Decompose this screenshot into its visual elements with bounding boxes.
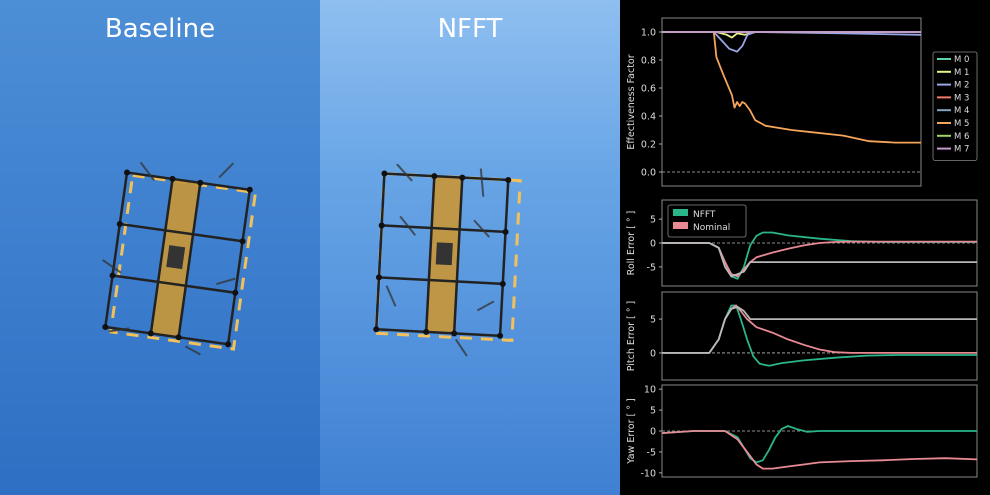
legend-label: M 6 (954, 132, 969, 142)
chart-panel: 1.0 0.8 0.6 0.4 0.2 0.0 Effectiveness Factor M … (620, 0, 990, 495)
axes-frame (661, 17, 922, 187)
y-tick-label: 5 (650, 406, 656, 417)
series-line-unlabeled (662, 242, 977, 278)
y-tick-label: 0.4 (641, 112, 656, 123)
legend-swatch (673, 209, 688, 216)
y-tick-label: 0 (650, 239, 656, 250)
baseline-video-panel: Baseline (0, 0, 320, 495)
y-axis-label: Roll Error [ ° ] (626, 211, 637, 276)
series-line-unlabeled (662, 305, 977, 354)
y-tick-label: -5 (647, 262, 656, 273)
y-tick-label: 5 (650, 215, 656, 226)
y-tick-label: 0 (650, 348, 656, 359)
series-line-nominal (662, 304, 977, 354)
nfft-video-panel: NFFT (320, 0, 620, 495)
y-axis-label: Effectiveness Factor (626, 54, 637, 149)
y-tick-label: 5 (650, 315, 656, 326)
legend-label: Nominal (693, 223, 730, 233)
legend-effectiveness: M 0 M 1 M 2 M 3 M 4 M 5 M 6 M 7 (932, 51, 978, 161)
nfft-drone-image (373, 163, 522, 357)
y-tick-label: 0.2 (641, 140, 656, 151)
subplot-2: 5 0 Pitch Error [ ° ] (626, 291, 978, 381)
chart-svg: 1.0 0.8 0.6 0.4 0.2 0.0 Effectiveness Factor M … (626, 17, 978, 479)
baseline-drone-image (102, 161, 258, 356)
y-tick-label: 1.0 (641, 28, 656, 39)
legend-label: M 0 (954, 55, 969, 65)
legend-label: M 2 (954, 81, 969, 91)
y-tick-label: 0.8 (641, 56, 656, 67)
series-line-nfft (661, 425, 977, 464)
y-tick-label: 10 (644, 385, 656, 396)
legend-label: M 7 (954, 145, 969, 155)
y-tick-label: -5 (647, 447, 656, 458)
legend-errors: NFFT Nominal (667, 204, 747, 238)
series-line-nfft (662, 231, 977, 280)
y-axis-label: Yaw Error [ ° ] (626, 398, 637, 464)
legend-swatch (673, 222, 688, 229)
y-tick-label: 0.0 (641, 168, 656, 179)
baseline-title: Baseline (104, 14, 216, 44)
legend-label: M 5 (954, 119, 969, 129)
nfft-title: NFFT (437, 14, 503, 44)
y-tick-label: 0 (650, 427, 656, 438)
legend-label: M 1 (954, 68, 969, 78)
series-line-nominal (662, 240, 977, 278)
series-line-m2 (662, 31, 922, 53)
series-line-nfft (662, 304, 977, 367)
y-tick-label: 0.6 (641, 84, 656, 95)
subplot-0: 1.0 0.8 0.6 0.4 0.2 0.0 Effectiveness Factor M … (626, 17, 978, 187)
series-line-nominal (661, 430, 978, 470)
series-line-m5 (662, 31, 921, 144)
legend-label: NFFT (693, 210, 716, 220)
legend-box (932, 51, 978, 161)
legend-label: M 3 (954, 93, 969, 103)
y-tick-label: -10 (640, 468, 656, 479)
y-axis-label: Pitch Error [ ° ] (626, 301, 637, 372)
axes-frame (661, 291, 978, 381)
legend-label: M 4 (954, 106, 969, 116)
subplot-1: 5 0 -5 Roll Error [ ° ] NFFT Nominal (626, 199, 978, 287)
